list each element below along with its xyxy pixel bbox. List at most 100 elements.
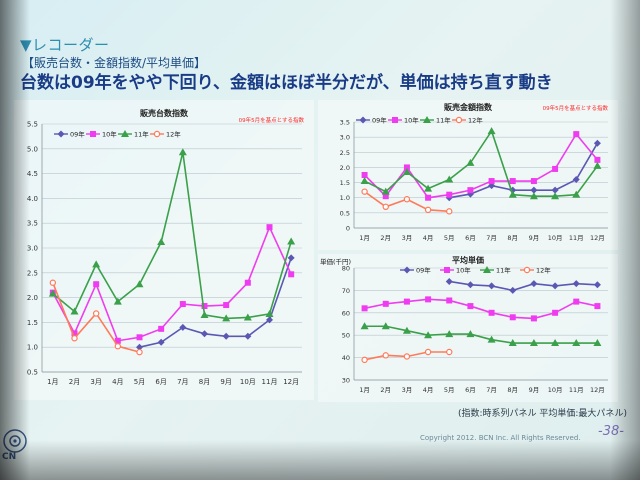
legend-marker xyxy=(392,117,398,123)
chart-panel-units: 0.5 1.0 1.5 2.0 2.5 3.0 3.5 4.0 4.5 5.0 5.5 1月 2月 3月 4… xyxy=(14,100,314,400)
x-tick-label: 4月 xyxy=(423,386,434,394)
x-tick-label: 5月 xyxy=(134,378,145,386)
data-point-12 xyxy=(446,348,453,356)
legend-item-12: 12年 xyxy=(452,116,483,125)
data-point-12 xyxy=(114,343,122,350)
legend-item-10: 10年 xyxy=(86,130,117,139)
y-tick-label: 50 xyxy=(342,332,350,340)
y-tick-label: 4.5 xyxy=(27,170,38,178)
legend-marker xyxy=(444,267,450,273)
y-tick-label: 30 xyxy=(342,377,350,385)
x-tick-label: 6月 xyxy=(465,386,476,394)
series-12 xyxy=(49,279,143,356)
chart-amount-index: 0 0.5 1.0 1.5 2.0 2.5 3.0 3.5 1月 2月 3月 4月 5月 6月 7月 8月 9月… xyxy=(340,102,609,242)
x-tick-label: 3月 xyxy=(90,378,101,386)
data-point-10 xyxy=(136,334,143,341)
data-point-10 xyxy=(552,165,559,172)
x-tick-label: 7月 xyxy=(177,378,188,386)
data-point-10 xyxy=(467,187,474,194)
data-point-11 xyxy=(487,127,496,135)
y-tick-label: 3.0 xyxy=(27,245,38,253)
legend-item-11: 11年 xyxy=(480,266,511,275)
logo-text: CN xyxy=(2,452,17,462)
series-12 xyxy=(361,188,453,215)
chart-note: 09年5月を基点とする指数 xyxy=(239,116,305,124)
legend-item-12: 12年 xyxy=(520,266,551,275)
legend-item-09: 09年 xyxy=(54,130,85,139)
legend-marker xyxy=(153,130,161,138)
x-tick-label: 1月 xyxy=(47,378,58,386)
legend-label: 10年 xyxy=(456,266,471,275)
legend-item-11: 11年 xyxy=(118,130,149,139)
x-tick-label: 12月 xyxy=(590,234,605,242)
data-point-10 xyxy=(446,297,453,304)
series-line-09 xyxy=(139,257,292,348)
y-tick-label: 3.5 xyxy=(27,220,38,228)
x-tick-label: 6月 xyxy=(155,378,166,386)
x-tick-label: 5月 xyxy=(444,386,455,394)
chart-panel-price: 30 40 50 60 70 80 1月 2月 3月 4月 5月 6月 7月 8月 9月 10月 11月 12月平… xyxy=(318,254,618,402)
x-tick-label: 7月 xyxy=(486,386,497,394)
legend-marker xyxy=(523,266,531,274)
x-tick-label: 12月 xyxy=(590,386,605,394)
data-point-11 xyxy=(178,148,187,156)
slide-headline: 台数は09年をやや下回り、金額はほぼ半分だが、単価は持ち直す動き xyxy=(20,73,553,93)
y-axis-label: 単価(千円) xyxy=(320,257,351,266)
legend-marker xyxy=(359,116,367,124)
y-tick-label: 60 xyxy=(342,309,350,317)
legend-marker xyxy=(57,130,65,138)
data-point-09 xyxy=(593,281,601,289)
legend-label: 12年 xyxy=(536,266,551,275)
series-12 xyxy=(361,348,453,364)
data-point-12 xyxy=(446,208,453,215)
chart-note: 09年5月を基点とする指数 xyxy=(543,104,609,112)
data-point-10 xyxy=(266,224,273,231)
data-point-12 xyxy=(382,352,389,359)
data-point-12 xyxy=(403,353,411,360)
x-tick-label: 8月 xyxy=(507,386,518,394)
x-tick-label: 10月 xyxy=(548,234,563,242)
x-tick-label: 11月 xyxy=(569,386,584,394)
data-point-10 xyxy=(509,178,516,185)
data-point-10 xyxy=(530,315,537,322)
x-tick-label: 2月 xyxy=(380,386,391,394)
data-point-12 xyxy=(424,348,432,356)
y-tick-label: 0.5 xyxy=(27,369,38,377)
data-point-10 xyxy=(158,325,165,332)
legend-label: 09年 xyxy=(70,130,85,139)
data-point-10 xyxy=(425,296,432,303)
data-point-11 xyxy=(135,280,144,288)
legend-label: 11年 xyxy=(436,116,451,125)
series-11 xyxy=(360,127,602,200)
legend-item-10: 10年 xyxy=(440,266,471,275)
data-point-10 xyxy=(488,178,495,185)
y-tick-label: 0 xyxy=(346,225,350,233)
x-tick-label: 8月 xyxy=(507,234,518,242)
x-tick-label: 8月 xyxy=(199,378,210,386)
data-point-10 xyxy=(382,300,389,307)
data-point-09 xyxy=(530,280,538,288)
data-point-12 xyxy=(424,206,432,214)
x-tick-label: 1月 xyxy=(359,386,370,394)
series-11 xyxy=(360,322,602,347)
source-note: (指数:時系列パネル 平均単価:最大パネル) xyxy=(458,409,627,419)
data-point-12 xyxy=(92,310,100,317)
data-point-10 xyxy=(223,302,230,309)
x-tick-label: 12月 xyxy=(283,378,299,386)
series-10 xyxy=(361,296,601,322)
data-point-10 xyxy=(573,131,580,138)
x-tick-label: 2月 xyxy=(69,378,80,386)
x-tick-label: 4月 xyxy=(423,234,434,242)
data-point-12 xyxy=(361,188,368,195)
x-tick-label: 9月 xyxy=(220,378,231,386)
series-11 xyxy=(48,148,296,322)
series-line-10 xyxy=(52,225,292,342)
data-point-10 xyxy=(446,191,453,198)
x-tick-label: 1月 xyxy=(359,234,370,242)
chart-title: 販売金額指数 xyxy=(444,102,493,112)
y-tick-label: 40 xyxy=(342,354,350,362)
legend-item-11: 11年 xyxy=(420,116,451,125)
data-point-09 xyxy=(488,282,496,290)
legend-label: 09年 xyxy=(416,266,431,275)
